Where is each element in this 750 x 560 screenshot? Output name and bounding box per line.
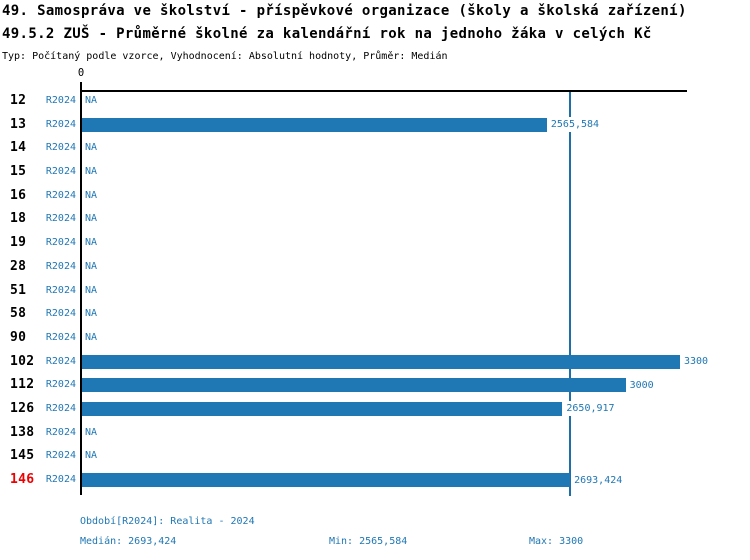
- chart-row: 19 R2024 NA: [0, 231, 750, 255]
- row-period-label: R2024: [45, 118, 76, 130]
- row-bar: [82, 354, 680, 369]
- row-na-label: NA: [85, 213, 98, 225]
- chart-row: 145 R2024 NA: [0, 444, 750, 468]
- row-period-label: R2024: [45, 260, 76, 272]
- row-na-label: NA: [85, 426, 98, 438]
- row-period-label: R2024: [45, 189, 76, 201]
- row-na-label: NA: [85, 450, 98, 462]
- x-axis-origin-tick-label: 0: [77, 67, 85, 79]
- row-na-label: NA: [85, 260, 98, 272]
- row-period-label: R2024: [45, 237, 76, 249]
- row-period-label: R2024: [45, 450, 76, 462]
- row-period-label: R2024: [45, 142, 76, 154]
- row-id-label: 12: [10, 93, 27, 108]
- chart-row: 102 R2024 3300: [0, 350, 750, 374]
- chart-row: 112 R2024 3000: [0, 373, 750, 397]
- row-period-label: R2024: [45, 166, 76, 178]
- row-na-label: NA: [85, 142, 98, 154]
- row-bar: [82, 378, 626, 393]
- row-value-label: 2693,424: [573, 472, 624, 488]
- row-na-label: NA: [85, 331, 98, 343]
- chart-top-border: [80, 90, 687, 92]
- chart-rows: 12 R2024 NA 13 R2024 2565,584 14 R2024 NA 15 R2024…: [0, 89, 750, 492]
- chart-row: 18 R2024 NA: [0, 207, 750, 231]
- row-period-label: R2024: [45, 379, 76, 391]
- footer-max-stat: Max: 3300: [529, 536, 584, 547]
- row-id-label: 14: [10, 140, 27, 156]
- row-period-label: R2024: [45, 474, 76, 485]
- row-na-label: NA: [85, 308, 98, 320]
- chart-row: 58 R2024 NA: [0, 302, 750, 326]
- chart-row: 146 R2024 2693,424: [0, 468, 750, 492]
- row-id-label: 51: [10, 282, 27, 298]
- chart-row: 16 R2024 NA: [0, 184, 750, 208]
- row-id-label: 90: [10, 329, 27, 345]
- row-period-label: R2024: [45, 402, 76, 414]
- row-value-label: 3000: [628, 377, 655, 393]
- footer-min-stat: Min: 2565,584: [329, 536, 408, 547]
- row-period-label: R2024: [45, 355, 76, 367]
- chart-row: 138 R2024 NA: [0, 421, 750, 445]
- row-id-label: 145: [10, 448, 35, 464]
- footer-period-label: Období[R2024]: Realita - 2024: [80, 516, 255, 527]
- chart-title-line1: 49. Samospráva ve školství - příspěvkové…: [2, 3, 687, 19]
- row-id-label: 102: [10, 353, 35, 369]
- row-id-label: 18: [10, 211, 27, 227]
- row-period-label: R2024: [45, 308, 76, 320]
- row-value-label: 3300: [683, 354, 710, 370]
- row-period-label: R2024: [45, 426, 76, 438]
- row-id-label: 16: [10, 187, 27, 203]
- chart-row: 14 R2024 NA: [0, 136, 750, 160]
- row-id-label: 58: [10, 306, 27, 322]
- row-id-label: 19: [10, 235, 27, 251]
- chart-subtitle: Typ: Počítaný podle vzorce, Vyhodnocení:…: [2, 51, 448, 62]
- row-value-label: 2650,917: [565, 401, 616, 417]
- row-bar: [82, 401, 563, 416]
- chart-row: 126 R2024 2650,917: [0, 397, 750, 421]
- row-id-label: 15: [10, 164, 27, 180]
- row-bar: [82, 473, 571, 487]
- row-id-label: 112: [10, 377, 35, 393]
- row-value-label: 2565,584: [549, 117, 601, 133]
- chart-title-line2: 49.5.2 ZUŠ - Průměrné školné za kalendář…: [2, 26, 652, 42]
- chart-row: 90 R2024 NA: [0, 326, 750, 350]
- row-na-label: NA: [85, 95, 98, 106]
- row-id-label: 138: [10, 424, 35, 440]
- row-na-label: NA: [85, 237, 98, 249]
- row-id-label: 126: [10, 400, 35, 416]
- row-period-label: R2024: [45, 213, 76, 225]
- chart-row: 28 R2024 NA: [0, 255, 750, 279]
- row-id-label: 28: [10, 258, 27, 274]
- row-id-label: 13: [10, 116, 27, 132]
- chart-row: 12 R2024 NA: [0, 89, 750, 113]
- chart-row: 51 R2024 NA: [0, 279, 750, 303]
- row-na-label: NA: [85, 189, 98, 201]
- footer-median-stat: Medián: 2693,424: [80, 536, 177, 547]
- chart-row: 13 R2024 2565,584: [0, 113, 750, 137]
- median-reference-line: [569, 92, 571, 496]
- y-axis-line: [80, 82, 82, 495]
- row-bar: [82, 117, 547, 132]
- chart-row: 15 R2024 NA: [0, 160, 750, 184]
- row-na-label: NA: [85, 166, 98, 178]
- row-id-label: 146: [10, 472, 35, 487]
- row-period-label: R2024: [45, 331, 76, 343]
- row-period-label: R2024: [45, 95, 76, 106]
- row-period-label: R2024: [45, 284, 76, 296]
- row-na-label: NA: [85, 284, 98, 296]
